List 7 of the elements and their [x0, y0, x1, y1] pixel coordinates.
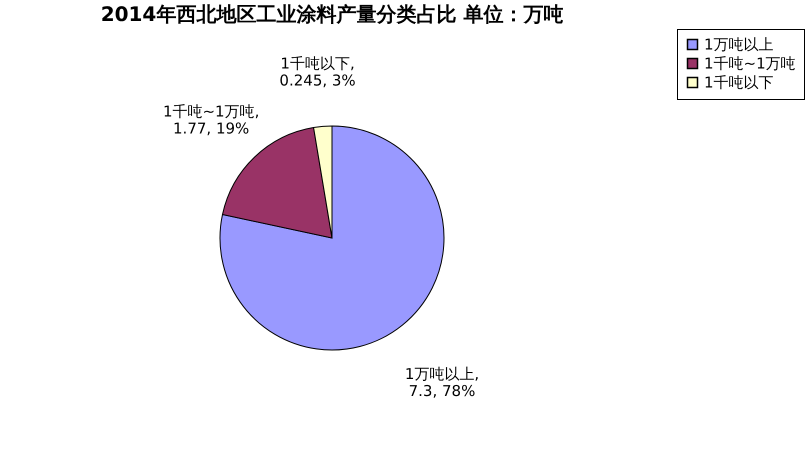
data-label: 1千吨以下, 0.245, 3%	[279, 54, 356, 90]
legend-label: 1千吨~1万吨	[704, 54, 796, 72]
legend-label: 1千吨以下	[704, 74, 774, 92]
legend-label: 1万吨以上	[704, 36, 774, 54]
data-label: 1千吨~1万吨, 1.77, 19%	[162, 102, 260, 138]
data-label: 1万吨以上, 7.3, 78%	[404, 365, 480, 400]
chart-title: 2014年西北地区工业涂料产量分类占比 单位：万吨	[100, 2, 564, 26]
